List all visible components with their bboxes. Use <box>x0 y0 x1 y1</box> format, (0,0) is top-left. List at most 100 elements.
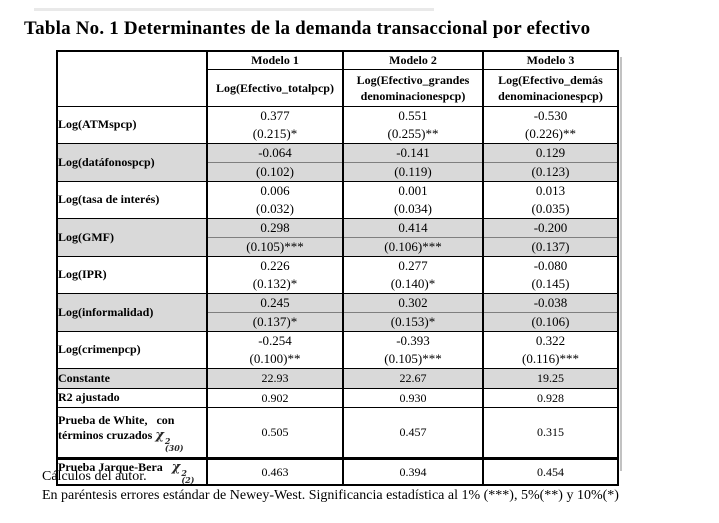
stderr-value: (0.140)* <box>390 276 436 291</box>
coef-value: -0.200 <box>485 220 616 238</box>
stat-value: 19.25 <box>482 368 619 389</box>
stderr-value: (0.105)*** <box>384 351 442 366</box>
stderr-value: (0.145) <box>531 276 570 291</box>
cell-m2: 0.001 (0.034) <box>342 181 484 219</box>
stat-value: 0.315 <box>482 407 619 459</box>
stderr-value: (0.132)* <box>252 276 298 291</box>
cell-m1: 0.226 (0.132)* <box>206 256 344 294</box>
stat-value: 22.67 <box>342 368 484 389</box>
stderr-value: (0.034) <box>394 201 432 216</box>
coef-value: 0.322 <box>535 333 566 348</box>
coef-value: 0.414 <box>345 220 481 238</box>
table-title: Tabla No. 1 Determinantes de la demanda … <box>24 18 591 39</box>
cell-m1: -0.254 (0.100)** <box>206 331 344 369</box>
depvar-3-header: Log(Efectivo_demás denominacionespcp) <box>482 69 619 107</box>
scan-artifact-top <box>34 8 434 11</box>
stat-value: 22.93 <box>206 368 344 389</box>
row-label: Log(informalidad) <box>56 293 208 332</box>
stat-value: 0.928 <box>482 388 619 408</box>
row-prueba-white: Prueba de White, con términos cruzados χ… <box>56 407 619 459</box>
stat-value: 0.505 <box>206 407 344 459</box>
cell-m3: -0.200 (0.137) <box>482 218 619 257</box>
footnote-significance: En paréntesis errores estándar de Newey-… <box>42 487 619 503</box>
cell-m1: 0.377 (0.215)* <box>206 106 344 144</box>
cell-m1: 0.298 (0.105)*** <box>206 218 344 257</box>
model-1-header: Modelo 1 <box>206 50 344 70</box>
row-r2-ajustado: R2 ajustado 0.902 0.930 0.928 <box>56 388 619 408</box>
coef-value: 0.245 <box>209 295 341 313</box>
stderr-value: (0.226)** <box>525 126 576 141</box>
coef-value: -0.393 <box>396 333 430 348</box>
stderr-value: (0.035) <box>531 201 570 216</box>
cell-m3: -0.530 (0.226)** <box>482 106 619 144</box>
stderr-value: (0.137) <box>531 239 570 254</box>
cell-m2: 0.551 (0.255)** <box>342 106 484 144</box>
cell-m2: 0.302 (0.153)* <box>342 293 484 332</box>
coef-value: -0.080 <box>533 258 568 273</box>
coef-value: 0.551 <box>398 108 428 123</box>
coef-value: 0.277 <box>398 258 428 273</box>
chi-squared-symbol: χ 2 (2) <box>171 460 195 485</box>
stderr-value: (0.102) <box>256 164 294 179</box>
stderr-value: (0.116)*** <box>522 351 579 366</box>
row-label: Log(datáfonospcp) <box>56 143 208 182</box>
cell-m2: -0.393 (0.105)*** <box>342 331 484 369</box>
stat-value: 0.463 <box>206 457 344 486</box>
cell-m3: -0.080 (0.145) <box>482 256 619 294</box>
header-row-models: Modelo 1 Modelo 2 Modelo 3 <box>56 50 619 107</box>
stderr-value: (0.255)** <box>387 126 439 141</box>
row-log-datafonospcp: Log(datáfonospcp) -0.064 (0.102) -0.141 (0… <box>56 143 619 182</box>
stderr-value: (0.153)* <box>390 314 436 329</box>
stat-value: 0.930 <box>342 388 484 408</box>
cell-m2: 0.277 (0.140)* <box>342 256 484 294</box>
stderr-value: (0.100)** <box>249 351 301 366</box>
stat-value: 0.394 <box>342 457 484 486</box>
coef-value: -0.254 <box>258 333 292 348</box>
row-jarque-bera: Prueba Jarque-Bera χ 2 (2) 0.463 0.394 0.4… <box>56 457 619 486</box>
row-label: Log(IPR) <box>56 256 208 294</box>
row-log-crimenpcp: Log(crimenpcp) -0.254 (0.100)** -0.393 (0.… <box>56 331 619 369</box>
coef-value: -0.064 <box>209 145 341 163</box>
cell-m1: 0.245 (0.137)* <box>206 293 344 332</box>
coef-value: -0.141 <box>345 145 481 163</box>
model-3-header: Modelo 3 <box>482 50 619 70</box>
cell-m1: 0.006 (0.032) <box>206 181 344 219</box>
cell-m3: -0.038 (0.106) <box>482 293 619 332</box>
coef-value: -0.038 <box>485 295 616 313</box>
coef-value: 0.226 <box>260 258 290 273</box>
row-log-ipr: Log(IPR) 0.226 (0.132)* 0.277 (0.140)* -0.… <box>56 256 619 294</box>
stat-value: 0.454 <box>482 457 619 486</box>
row-log-atmspcp: Log(ATMspcp) 0.377 (0.215)* 0.551 (0.255)*… <box>56 106 619 144</box>
row-label: Prueba de White, con términos cruzados χ… <box>56 407 208 459</box>
depvar-1-header: Log(Efectivo_totalpcp) <box>206 69 344 107</box>
stderr-value: (0.123) <box>531 164 570 179</box>
coef-value: 0.006 <box>260 183 290 198</box>
row-label: Log(crimenpcp) <box>56 331 208 369</box>
row-label: Prueba Jarque-Bera χ 2 (2) <box>56 457 208 486</box>
coef-value: 0.001 <box>398 183 428 198</box>
stderr-value: (0.032) <box>256 201 294 216</box>
row-log-gmf: Log(GMF) 0.298 (0.105)*** 0.414 (0.106)***… <box>56 218 619 257</box>
coef-value: 0.377 <box>260 108 290 123</box>
row-log-tasa-de-interes: Log(tasa de interés) 0.006 (0.032) 0.001 (… <box>56 181 619 219</box>
scan-artifact-right <box>620 57 622 471</box>
cell-m1: -0.064 (0.102) <box>206 143 344 182</box>
regression-table: Modelo 1 Modelo 2 Modelo 3 Log(Efectivo_… <box>56 50 619 486</box>
depvar-2-header: Log(Efectivo_grandes denominacionespcp) <box>342 69 484 107</box>
row-log-informalidad: Log(informalidad) 0.245 (0.137)* 0.302 (0.… <box>56 293 619 332</box>
row-label: Log(ATMspcp) <box>56 106 208 144</box>
row-label: Constante <box>56 368 208 389</box>
row-label: Log(tasa de interés) <box>56 181 208 219</box>
stat-value: 0.457 <box>342 407 484 459</box>
row-label: Log(GMF) <box>56 218 208 257</box>
cell-m3: 0.322 (0.116)*** <box>482 331 619 369</box>
coef-value: 0.302 <box>345 295 481 313</box>
corner-empty-cell <box>56 50 208 107</box>
stderr-value: (0.106)*** <box>384 239 442 254</box>
stat-value: 0.902 <box>206 388 344 408</box>
white-label-line1: Prueba de White, con <box>58 412 175 427</box>
row-label: R2 ajustado <box>56 388 208 408</box>
cell-m3: 0.129 (0.123) <box>482 143 619 182</box>
stderr-value: (0.105)*** <box>246 239 304 254</box>
white-label-line2: términos cruzados χ 2 (30) <box>58 428 184 454</box>
